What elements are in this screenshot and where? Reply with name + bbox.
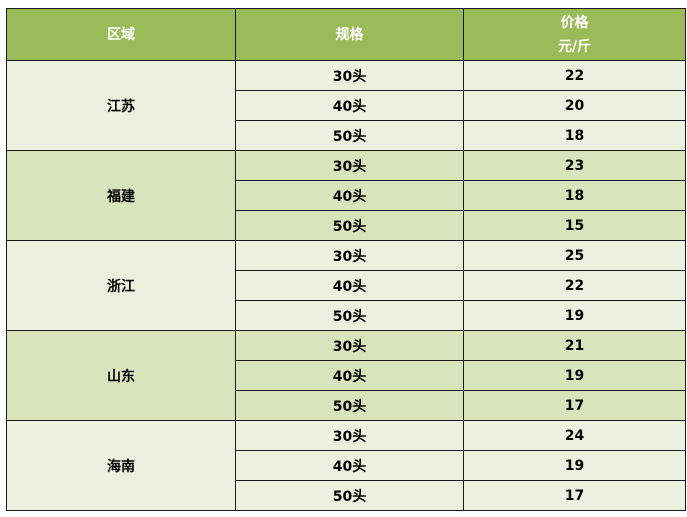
- spec-cell: 40头: [235, 270, 464, 301]
- region-cell: 福建: [6, 150, 236, 241]
- spec-cell: 40头: [235, 180, 464, 211]
- price-cell: 20: [463, 90, 686, 121]
- header-row: 区域 规格 价格 元/斤: [6, 8, 686, 61]
- spec-cell: 30头: [235, 420, 464, 451]
- price-cell: 24: [463, 420, 686, 451]
- region-cell: 江苏: [6, 60, 236, 151]
- table-row: 50头 19: [7, 300, 686, 331]
- spec-cell: 50头: [235, 210, 464, 241]
- spec-cell: 50头: [235, 120, 464, 151]
- price-cell: 22: [463, 270, 686, 301]
- price-cell: 21: [463, 330, 686, 361]
- price-cell: 25: [463, 240, 686, 271]
- table-row: 50头 15: [7, 210, 686, 241]
- table-row: 40头 19: [7, 360, 686, 391]
- table-row: 浙江 30头 25: [6, 240, 686, 331]
- table-row: 山东 30头 21: [6, 330, 686, 421]
- spec-cell: 50头: [235, 390, 464, 421]
- price-cell: 19: [463, 360, 686, 391]
- spec-cell: 50头: [235, 300, 464, 331]
- region-cell: 海南: [6, 420, 236, 511]
- table-row: 50头 17: [7, 480, 686, 511]
- table-row: 50头 17: [7, 390, 686, 421]
- table-row: 40头 18: [7, 180, 686, 211]
- price-cell: 19: [463, 300, 686, 331]
- price-cell: 17: [463, 480, 686, 511]
- spec-cell: 30头: [235, 150, 464, 181]
- region-cell: 浙江: [6, 240, 236, 331]
- price-cell: 18: [463, 180, 686, 211]
- price-table: 区域 规格 价格 元/斤 江苏 30头 22 40头 20 50头 18 福建 30头 23 40头…: [6, 8, 686, 511]
- table-row: 40头 22: [7, 270, 686, 301]
- price-cell: 19: [463, 450, 686, 481]
- price-cell: 22: [463, 60, 686, 91]
- spec-cell: 30头: [235, 240, 464, 271]
- spec-cell: 40头: [235, 90, 464, 121]
- price-cell: 18: [463, 120, 686, 151]
- spec-cell: 40头: [235, 360, 464, 391]
- price-cell: 17: [463, 390, 686, 421]
- price-cell: 15: [463, 210, 686, 241]
- spec-cell: 50头: [235, 480, 464, 511]
- table-row: 海南 30头 24: [6, 420, 686, 511]
- region-cell: 山东: [6, 330, 236, 421]
- table-row: 福建 30头 23: [6, 150, 686, 241]
- spec-cell: 30头: [235, 60, 464, 91]
- header-region: 区域: [6, 8, 236, 61]
- table-row: 40头 20: [7, 90, 686, 121]
- header-price-label: 价格: [560, 14, 589, 31]
- header-price: 价格 元/斤: [463, 8, 686, 61]
- spec-cell: 30头: [235, 330, 464, 361]
- table-row: 江苏 30头 22: [6, 60, 686, 151]
- spec-cell: 40头: [235, 450, 464, 481]
- header-spec: 规格: [235, 8, 464, 61]
- price-cell: 23: [463, 150, 686, 181]
- header-price-unit: 元/斤: [557, 38, 592, 55]
